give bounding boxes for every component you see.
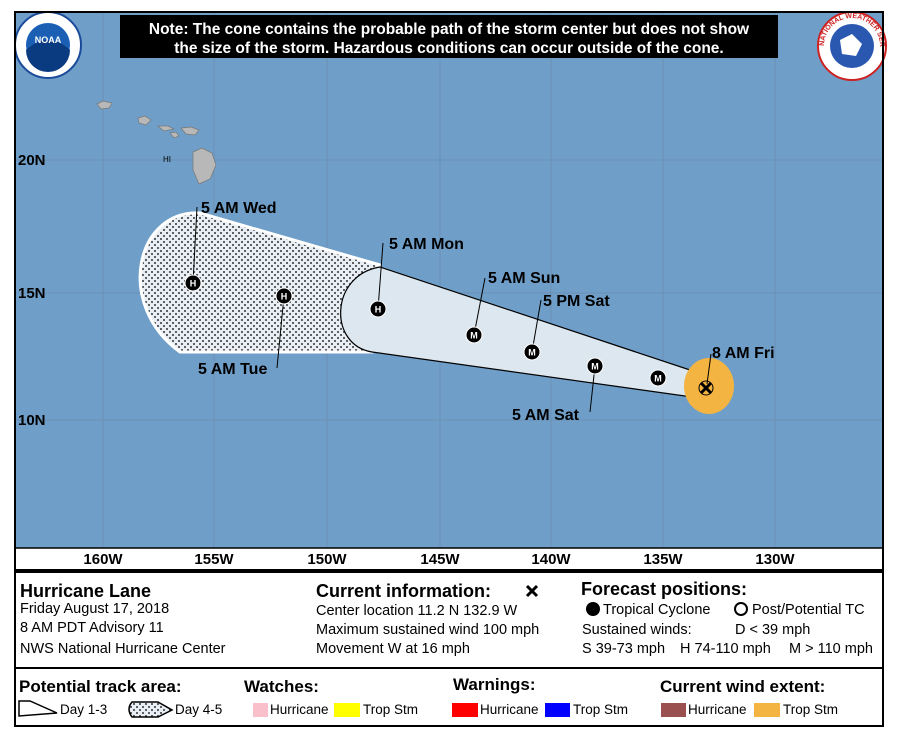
islands <box>96 100 217 185</box>
point-symbol: M <box>470 331 478 341</box>
longitude-label: 155W <box>194 551 234 568</box>
current-position <box>698 380 714 396</box>
storm-date: Friday August 17, 2018 <box>20 601 169 617</box>
legend-text: Hurricane <box>480 702 539 717</box>
longitude-label: 130W <box>755 551 795 568</box>
logo-text: NOAA <box>35 35 62 45</box>
point-marker <box>465 326 483 344</box>
point-symbol: H <box>281 292 288 302</box>
forecast-text: Post/Potential TC <box>752 602 865 618</box>
graticule <box>15 12 883 548</box>
legend-title: Watches: <box>244 677 319 696</box>
tc-icon <box>586 602 600 616</box>
latitude-label: 15N <box>18 285 46 302</box>
forecast-text: Sustained winds: <box>582 622 692 638</box>
longitude-label: 140W <box>531 551 571 568</box>
storm-source: NWS National Hurricane Center <box>20 641 226 657</box>
leader-line <box>473 277 486 336</box>
current-line: Maximum sustained wind 100 mph <box>316 622 539 638</box>
legend-title: Potential track area: <box>19 677 182 696</box>
forecast-text: M > 110 mph <box>789 641 873 657</box>
noaa-logo: NOAA <box>14 11 82 79</box>
legend-text: Hurricane <box>688 702 747 717</box>
longitude-label: 145W <box>420 551 460 568</box>
legend-title: Current wind extent: <box>660 677 825 696</box>
leader-line <box>706 353 712 385</box>
axes: 20N 15N 10N 160W 155W 150W 145W 140W 135W 130W <box>18 152 795 568</box>
swatch <box>661 703 686 717</box>
longitude-label: 160W <box>83 551 123 568</box>
forecast-text: H 74-110 mph <box>680 641 771 657</box>
day45-icon <box>128 701 174 718</box>
forecast-text: D < 39 mph <box>735 622 810 638</box>
point-label: 5 AM Mon <box>389 236 464 253</box>
post-tc-icon <box>734 602 748 616</box>
cone-day4-5 <box>138 211 382 354</box>
info-panel <box>14 571 884 727</box>
longitude-label: 135W <box>643 551 683 568</box>
current-icon <box>525 584 539 598</box>
point-symbol: H <box>375 305 382 315</box>
legend-text: Trop Stm <box>363 702 418 717</box>
legend-text: Trop Stm <box>573 702 628 717</box>
swatch <box>754 703 780 717</box>
leader-line <box>531 299 542 353</box>
legend-text: Hurricane <box>270 702 329 717</box>
storm-name: Hurricane Lane <box>20 581 151 601</box>
legend-text: Trop Stm <box>783 702 838 717</box>
map-frame <box>14 11 884 571</box>
latitude-label: 10N <box>18 412 46 429</box>
note-line: the size of the storm. Hazardous conditi… <box>174 40 723 57</box>
point-label: 5 AM Sun <box>488 270 560 287</box>
note-line: Note: The cone contains the probable pat… <box>149 21 750 38</box>
swatch <box>545 703 570 717</box>
longitude-label: 150W <box>307 551 347 568</box>
leader-line <box>276 295 285 369</box>
point-label: 5 AM Sat <box>512 407 580 424</box>
storm-advisory: 8 AM PDT Advisory 11 <box>20 620 164 636</box>
latitude-label: 20N <box>18 152 46 169</box>
point-marker <box>184 274 202 292</box>
legend-text: Day 4-5 <box>175 702 222 717</box>
forecast-title: Forecast positions: <box>581 579 747 599</box>
point-marker <box>369 300 387 318</box>
forecast-text: S 39-73 mph <box>582 641 665 657</box>
swatch <box>334 703 360 717</box>
swatch <box>253 703 268 717</box>
point-symbol: M <box>654 374 662 384</box>
point-symbol: M <box>591 362 599 372</box>
current-title: Current information: <box>316 581 491 601</box>
current-line: Center location 11.2 N 132.9 W <box>316 603 518 619</box>
point-marker <box>649 369 667 387</box>
point-marker <box>523 343 541 361</box>
point-label: 5 AM Tue <box>198 361 267 378</box>
point-marker <box>275 287 293 305</box>
legend-title: Warnings: <box>453 675 535 694</box>
leader-line <box>377 242 384 310</box>
current-label: 8 AM Fri <box>712 345 775 362</box>
swatch <box>452 703 478 717</box>
note-box <box>120 15 778 58</box>
legend-text: Day 1-3 <box>60 702 107 717</box>
point-symbol: M <box>528 348 536 358</box>
forecast-text: Tropical Cyclone <box>603 602 710 618</box>
current-line: Movement W at 16 mph <box>316 641 470 657</box>
forecast-points: 5 AM Wed H 5 AM Tue H 5 AM Mon H 5 AM Sun M 5 PM… <box>184 200 667 424</box>
point-label: 5 PM Sat <box>543 293 610 310</box>
point-marker <box>586 357 604 375</box>
point-symbol: H <box>190 279 197 289</box>
leader-line <box>192 206 198 284</box>
island-label: HI <box>163 155 171 164</box>
point-label: 5 AM Wed <box>201 200 277 217</box>
day13-icon <box>18 700 58 717</box>
